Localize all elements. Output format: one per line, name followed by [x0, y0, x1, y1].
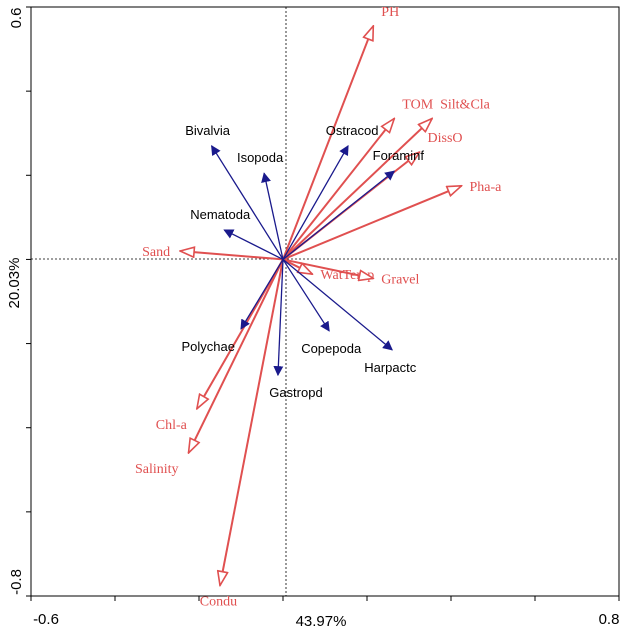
y-tick-label-min: -0.8 — [8, 569, 25, 595]
species-vectors: Bivalvia Isopoda Ostracod Foraminf Nematoda P… — [182, 123, 425, 400]
species-label-polychae: Polychae — [182, 339, 235, 354]
species-vector-gastropd — [273, 259, 284, 377]
env-label-tom: TOM — [402, 97, 433, 112]
species-vector-isopoda — [261, 172, 284, 260]
env-vector-condu — [220, 259, 284, 585]
species-label-foraminf: Foraminf — [373, 148, 425, 163]
species-vector-bivalvia — [211, 144, 284, 260]
y-axis-title: 20.03% — [6, 258, 23, 309]
axis-ticks — [26, 6, 620, 601]
species-label-isopoda: Isopoda — [237, 150, 284, 165]
env-label-condu: Condu — [200, 594, 237, 609]
env-vector-gravel — [282, 258, 373, 278]
env-vector-ph — [282, 26, 375, 260]
env-label-disso: DissO — [428, 131, 463, 146]
x-axis-title: 43.97% — [296, 613, 347, 630]
env-label-ph: PH — [381, 5, 399, 20]
species-vector-copepoda — [282, 259, 330, 332]
env-label-chl-a: Chl-a — [156, 418, 188, 433]
species-vector-ostracod — [282, 144, 349, 260]
environment-vectors: PH TOM Silt&Cla DissO Pha-a Sand WatTemp Gravel… — [135, 5, 502, 610]
species-label-copepoda: Copepoda — [301, 341, 362, 356]
env-label-pha-a: Pha-a — [470, 180, 503, 195]
env-label-gravel: Gravel — [381, 272, 419, 287]
species-label-bivalvia: Bivalvia — [185, 123, 231, 138]
env-vector-sand — [180, 251, 284, 261]
species-label-ostracod: Ostracod — [326, 123, 379, 138]
species-vector-harpactc — [282, 258, 393, 351]
species-vector-nematoda — [223, 229, 284, 261]
y-tick-label-max: 0.6 — [8, 8, 25, 29]
plot-frame — [30, 6, 620, 597]
env-vector-wattemp — [282, 258, 312, 274]
species-label-harpactc: Harpactc — [364, 360, 417, 375]
env-vector-salinity — [189, 258, 284, 453]
species-vector-foraminf — [282, 170, 396, 260]
env-label-silt-cla: Silt&Cla — [440, 97, 491, 112]
env-label-wattemp: WatTemp — [320, 268, 374, 283]
env-vector-pha-a — [282, 184, 462, 261]
x-tick-label-max: 0.8 — [599, 611, 620, 628]
env-label-salinity: Salinity — [135, 462, 179, 477]
species-vector-polychae — [240, 259, 284, 330]
species-label-gastropd: Gastropd — [269, 385, 322, 400]
env-vector-silt-cla — [282, 118, 432, 261]
species-label-nematoda: Nematoda — [190, 207, 251, 222]
env-vector-tom — [282, 118, 394, 261]
x-tick-label-min: -0.6 — [33, 611, 59, 628]
env-label-sand: Sand — [142, 245, 170, 260]
